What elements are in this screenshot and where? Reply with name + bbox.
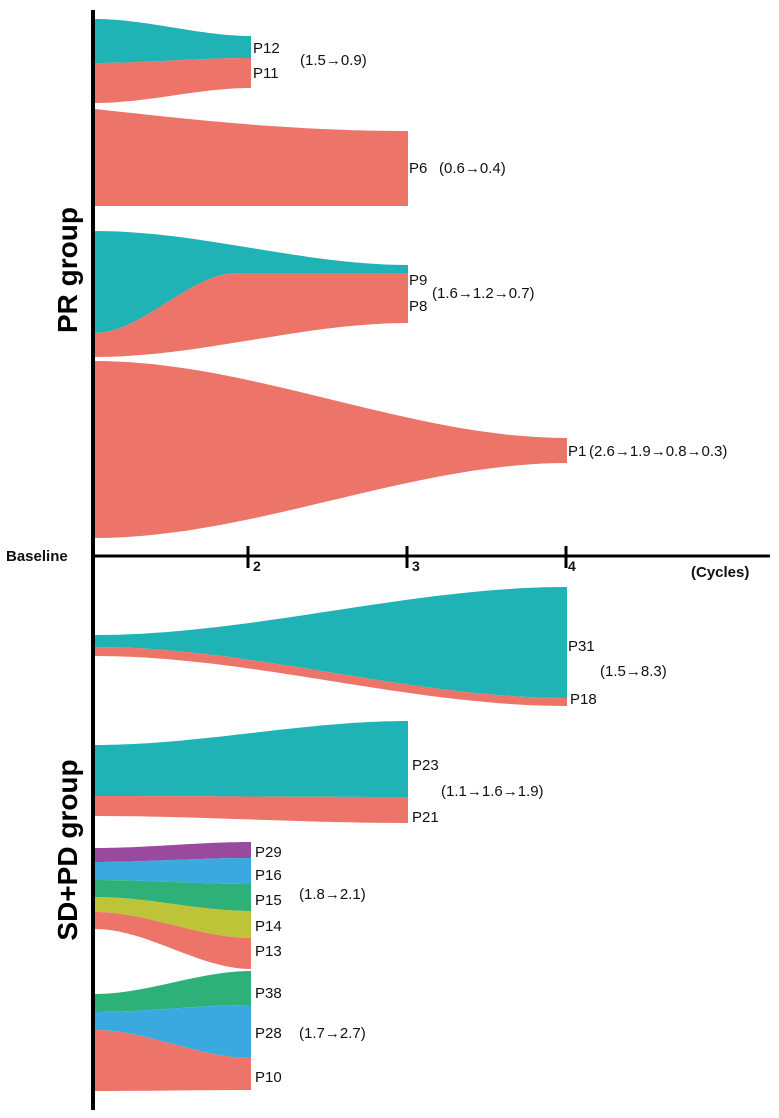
- patient-label-p18: P18: [570, 691, 597, 708]
- values-label-p9-p8: (1.6→1.2→0.7): [432, 285, 535, 302]
- patient-label-p16: P16: [255, 867, 282, 884]
- band-p29: [95, 842, 251, 862]
- stream-bands: [95, 19, 567, 1091]
- patient-label-p11: P11: [253, 65, 279, 82]
- stream-labels: P12 P11 (1.5→0.9) P6 (0.6→0.4) P9 P8 (1.…: [253, 40, 727, 1086]
- band-p12: [95, 19, 251, 63]
- values-label-p31-p18: (1.5→8.3): [600, 663, 667, 680]
- patient-label-p38: P38: [255, 985, 282, 1002]
- patient-label-p6: P6: [409, 160, 427, 177]
- patient-label-p31: P31: [568, 638, 595, 655]
- patient-label-p12: P12: [253, 40, 280, 57]
- band-p8: [95, 273, 408, 357]
- band-p18: [95, 647, 567, 706]
- band-p38: [95, 971, 251, 1012]
- sdpd-group-title: SD+PD group: [52, 759, 83, 940]
- tick-label-3: 3: [412, 558, 420, 574]
- band-p13: [95, 912, 251, 969]
- patient-label-p28: P28: [255, 1025, 282, 1042]
- band-p9: [95, 231, 408, 333]
- band-p16: [95, 858, 251, 884]
- tick-label-4: 4: [568, 558, 576, 574]
- band-p10: [95, 1030, 251, 1091]
- patient-label-p14: P14: [255, 918, 282, 935]
- patient-label-p10: P10: [255, 1069, 282, 1086]
- axes: Baseline 2 3 4 (Cycles): [6, 10, 770, 1110]
- patient-label-p21: P21: [412, 809, 439, 826]
- cycles-unit-label: (Cycles): [691, 564, 749, 581]
- patient-label-p23: P23: [412, 757, 439, 774]
- band-p28: [95, 1005, 251, 1058]
- values-label-p6: (0.6→0.4): [439, 160, 506, 177]
- band-p11: [95, 58, 251, 103]
- patient-label-p1: P1: [568, 443, 586, 460]
- band-p15: [95, 880, 251, 911]
- pr-group-title: PR group: [52, 207, 83, 333]
- values-label-p23-p21: (1.1→1.6→1.9): [441, 783, 544, 800]
- tick-label-2: 2: [253, 558, 261, 574]
- values-label-p38-p10: (1.7→2.7): [299, 1025, 366, 1042]
- patient-label-p13: P13: [255, 943, 282, 960]
- patient-label-p29: P29: [255, 844, 282, 861]
- baseline-label: Baseline: [6, 548, 68, 565]
- band-p31: [95, 587, 567, 698]
- patient-label-p15: P15: [255, 892, 282, 909]
- band-p1: [95, 361, 567, 538]
- patient-label-p8: P8: [409, 298, 427, 315]
- values-label-p1: (2.6→1.9→0.8→0.3): [589, 443, 727, 460]
- band-p21: [95, 796, 408, 823]
- group-titles: PR group SD+PD group: [52, 207, 83, 941]
- band-p6: [95, 109, 408, 206]
- values-label-p29-p13: (1.8→2.1): [299, 886, 366, 903]
- values-label-p12-p11: (1.5→0.9): [300, 52, 367, 69]
- band-p14: [95, 897, 251, 938]
- patient-label-p9: P9: [409, 272, 427, 289]
- band-p23: [95, 721, 408, 797]
